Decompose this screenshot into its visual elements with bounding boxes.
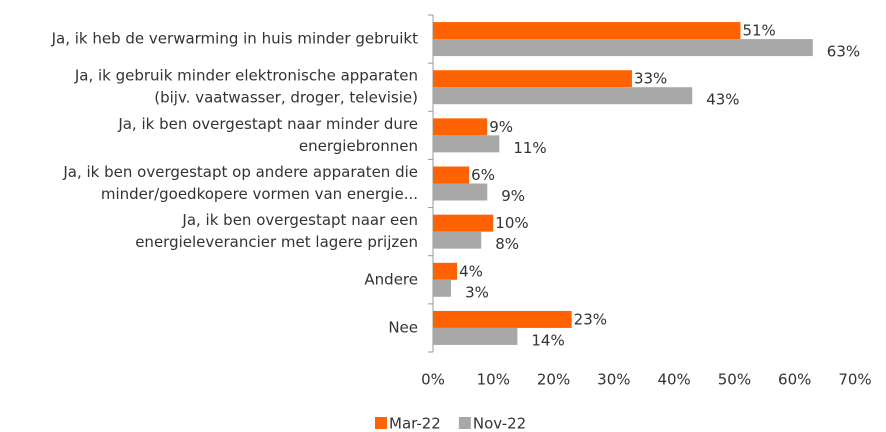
value-label: 23% bbox=[574, 310, 607, 328]
category-label: Ja, ik ben overgestapt naar een bbox=[181, 211, 418, 229]
bar bbox=[433, 262, 458, 280]
category-label: Ja, ik ben overgestapt op andere apparat… bbox=[62, 163, 418, 181]
bar bbox=[433, 279, 452, 297]
x-tick-label: 60% bbox=[778, 371, 811, 389]
category-label: Andere bbox=[364, 270, 418, 288]
x-tick-label: 10% bbox=[477, 371, 510, 389]
bar bbox=[433, 183, 488, 201]
value-label: 43% bbox=[706, 91, 739, 109]
legend-swatch bbox=[458, 417, 471, 429]
value-label: 9% bbox=[489, 118, 513, 136]
bar bbox=[433, 39, 813, 57]
bar bbox=[433, 135, 500, 153]
x-tick-label: 20% bbox=[537, 371, 570, 389]
value-label: 14% bbox=[531, 331, 564, 349]
x-tick-label: 30% bbox=[597, 371, 630, 389]
legend-label: Nov-22 bbox=[473, 415, 526, 432]
value-label: 6% bbox=[471, 166, 495, 184]
category-label: Ja, ik heb de verwarming in huis minder … bbox=[51, 30, 419, 48]
value-label: 9% bbox=[501, 187, 525, 205]
category-label: minder/goedkopere vormen van energie... bbox=[101, 185, 418, 203]
value-label: 8% bbox=[495, 235, 519, 253]
bar bbox=[433, 166, 470, 184]
legend-label: Mar-22 bbox=[389, 415, 441, 432]
value-label: 63% bbox=[827, 43, 860, 61]
value-label: 10% bbox=[495, 214, 528, 232]
value-label: 4% bbox=[459, 262, 483, 280]
x-tick-label: 70% bbox=[838, 371, 871, 389]
bar bbox=[433, 22, 741, 40]
bar bbox=[433, 327, 518, 345]
x-tick-label: 40% bbox=[657, 371, 690, 389]
x-tick-label: 50% bbox=[718, 371, 751, 389]
category-label: Ja, ik gebruik minder elektronische appa… bbox=[74, 67, 418, 85]
bar bbox=[433, 214, 494, 232]
value-label: 51% bbox=[742, 22, 775, 40]
category-label: energiebronnen bbox=[299, 137, 418, 155]
bar bbox=[433, 70, 632, 88]
x-tick-label: 0% bbox=[421, 371, 445, 389]
category-label: (bijv. vaatwasser, droger, televisie) bbox=[154, 89, 418, 107]
value-label: 33% bbox=[634, 70, 667, 88]
legend-swatch bbox=[375, 417, 387, 429]
bar bbox=[433, 310, 572, 328]
bar bbox=[433, 231, 482, 249]
value-label: 11% bbox=[513, 139, 546, 157]
value-label: 3% bbox=[465, 283, 489, 301]
category-label: Ja, ik ben overgestapt naar minder dure bbox=[117, 115, 418, 133]
category-label: Nee bbox=[388, 318, 418, 336]
bar bbox=[433, 87, 693, 105]
category-label: energieleverancier met lagere prijzen bbox=[135, 233, 418, 251]
bar bbox=[433, 118, 488, 136]
